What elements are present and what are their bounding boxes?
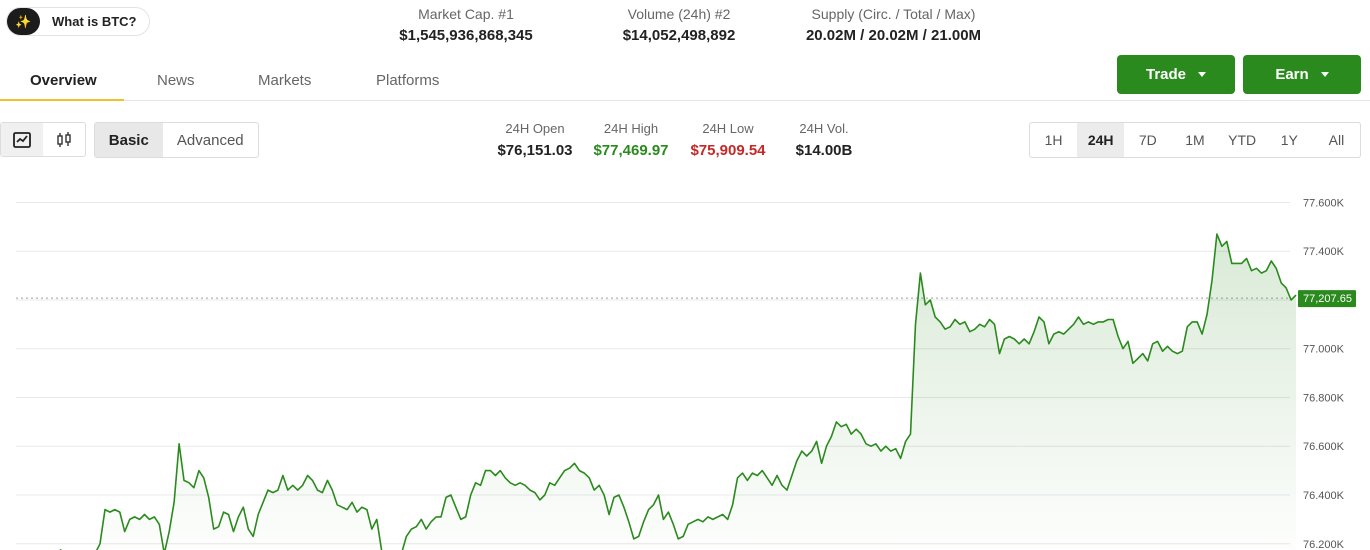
ohlc-label: 24H Low (702, 121, 754, 136)
market-cap-stat: Market Cap. #1 $1,545,936,868,345 (393, 6, 539, 44)
tab-platforms[interactable]: Platforms (376, 72, 440, 89)
tab-overview[interactable]: Overview (30, 72, 97, 89)
ohlc-value: $77,469.97 (593, 142, 669, 159)
earn-button[interactable]: Earn (1243, 55, 1361, 94)
candlestick-icon[interactable] (43, 123, 85, 156)
ohlc-label: 24H Open (505, 121, 565, 136)
earn-label: Earn (1275, 66, 1309, 83)
range-all[interactable]: All (1328, 132, 1345, 148)
ohlc-value: $75,909.54 (690, 142, 766, 159)
time-range-selector: 1H 24H 7D 1M YTD 1Y All (1029, 122, 1361, 158)
range-1h[interactable]: 1H (1044, 132, 1063, 148)
trade-label: Trade (1145, 66, 1187, 83)
ohlc-low: 24H Low $75,909.54 (683, 121, 773, 159)
trade-button[interactable]: Trade (1117, 55, 1235, 94)
range-7d[interactable]: 7D (1138, 132, 1157, 148)
ohlc-high: 24H High $77,469.97 (588, 121, 674, 159)
range-ytd[interactable]: YTD (1228, 132, 1257, 148)
tab-bar: Overview News Markets Platforms (0, 60, 1370, 101)
stat-value: 20.02M / 20.02M / 21.00M (805, 27, 982, 44)
y-tick-label: 76.200K (1303, 539, 1345, 550)
price-area-up (60, 234, 1296, 550)
chevron-down-icon (1320, 72, 1329, 77)
stat-label: Volume (24h) #2 (627, 6, 731, 22)
mode-basic[interactable]: Basic (95, 123, 163, 157)
tab-markets[interactable]: Markets (258, 72, 312, 89)
volume-stat: Volume (24h) #2 $14,052,498,892 (613, 6, 745, 44)
y-tick-label: 76.800K (1303, 392, 1345, 404)
tab-news[interactable]: News (157, 72, 195, 89)
sparkle-icon: ✨ (7, 8, 40, 35)
ohlc-value: $14.00B (795, 142, 853, 159)
y-tick-label: 77.600K (1303, 197, 1345, 209)
ask-ai-button[interactable]: ✨ What is BTC? (6, 7, 150, 36)
ohlc-volume: 24H Vol. $14.00B (788, 121, 860, 159)
chart-type-toggle (0, 122, 86, 157)
y-tick-label: 77.400K (1303, 246, 1345, 258)
stat-value: $1,545,936,868,345 (399, 27, 533, 44)
y-tick-label: 76.400K (1303, 490, 1345, 502)
range-24h[interactable]: 24H (1077, 123, 1125, 157)
ohlc-label: 24H Vol. (799, 121, 849, 136)
range-1m[interactable]: 1M (1185, 132, 1205, 148)
ohlc-label: 24H High (603, 121, 659, 136)
current-price-tag (1298, 290, 1356, 308)
y-tick-label: 77.000K (1303, 344, 1345, 356)
ask-ai-label: What is BTC? (52, 14, 137, 29)
current-price-value: 77,207.65 (1303, 293, 1352, 305)
line-chart-icon[interactable] (1, 123, 43, 156)
price-chart[interactable]: 77.600K77.400K77.200K77.000K76.800K76.60… (0, 168, 1370, 550)
chevron-down-icon (1198, 72, 1207, 77)
price-line-up (59, 233, 1297, 550)
chart-mode-toggle: Basic Advanced (94, 122, 259, 158)
ohlc-value: $76,151.03 (497, 142, 573, 159)
mode-advanced[interactable]: Advanced (176, 131, 244, 149)
stat-label: Market Cap. #1 (418, 6, 514, 22)
active-tab-indicator (0, 99, 124, 101)
ohlc-open: 24H Open $76,151.03 (494, 121, 576, 159)
stat-label: Supply (Circ. / Total / Max) (811, 6, 976, 22)
supply-stat: Supply (Circ. / Total / Max) 20.02M / 20… (792, 6, 995, 44)
range-1y[interactable]: 1Y (1280, 132, 1298, 148)
y-tick-label: 76.600K (1303, 441, 1345, 453)
stat-value: $14,052,498,892 (622, 27, 736, 44)
